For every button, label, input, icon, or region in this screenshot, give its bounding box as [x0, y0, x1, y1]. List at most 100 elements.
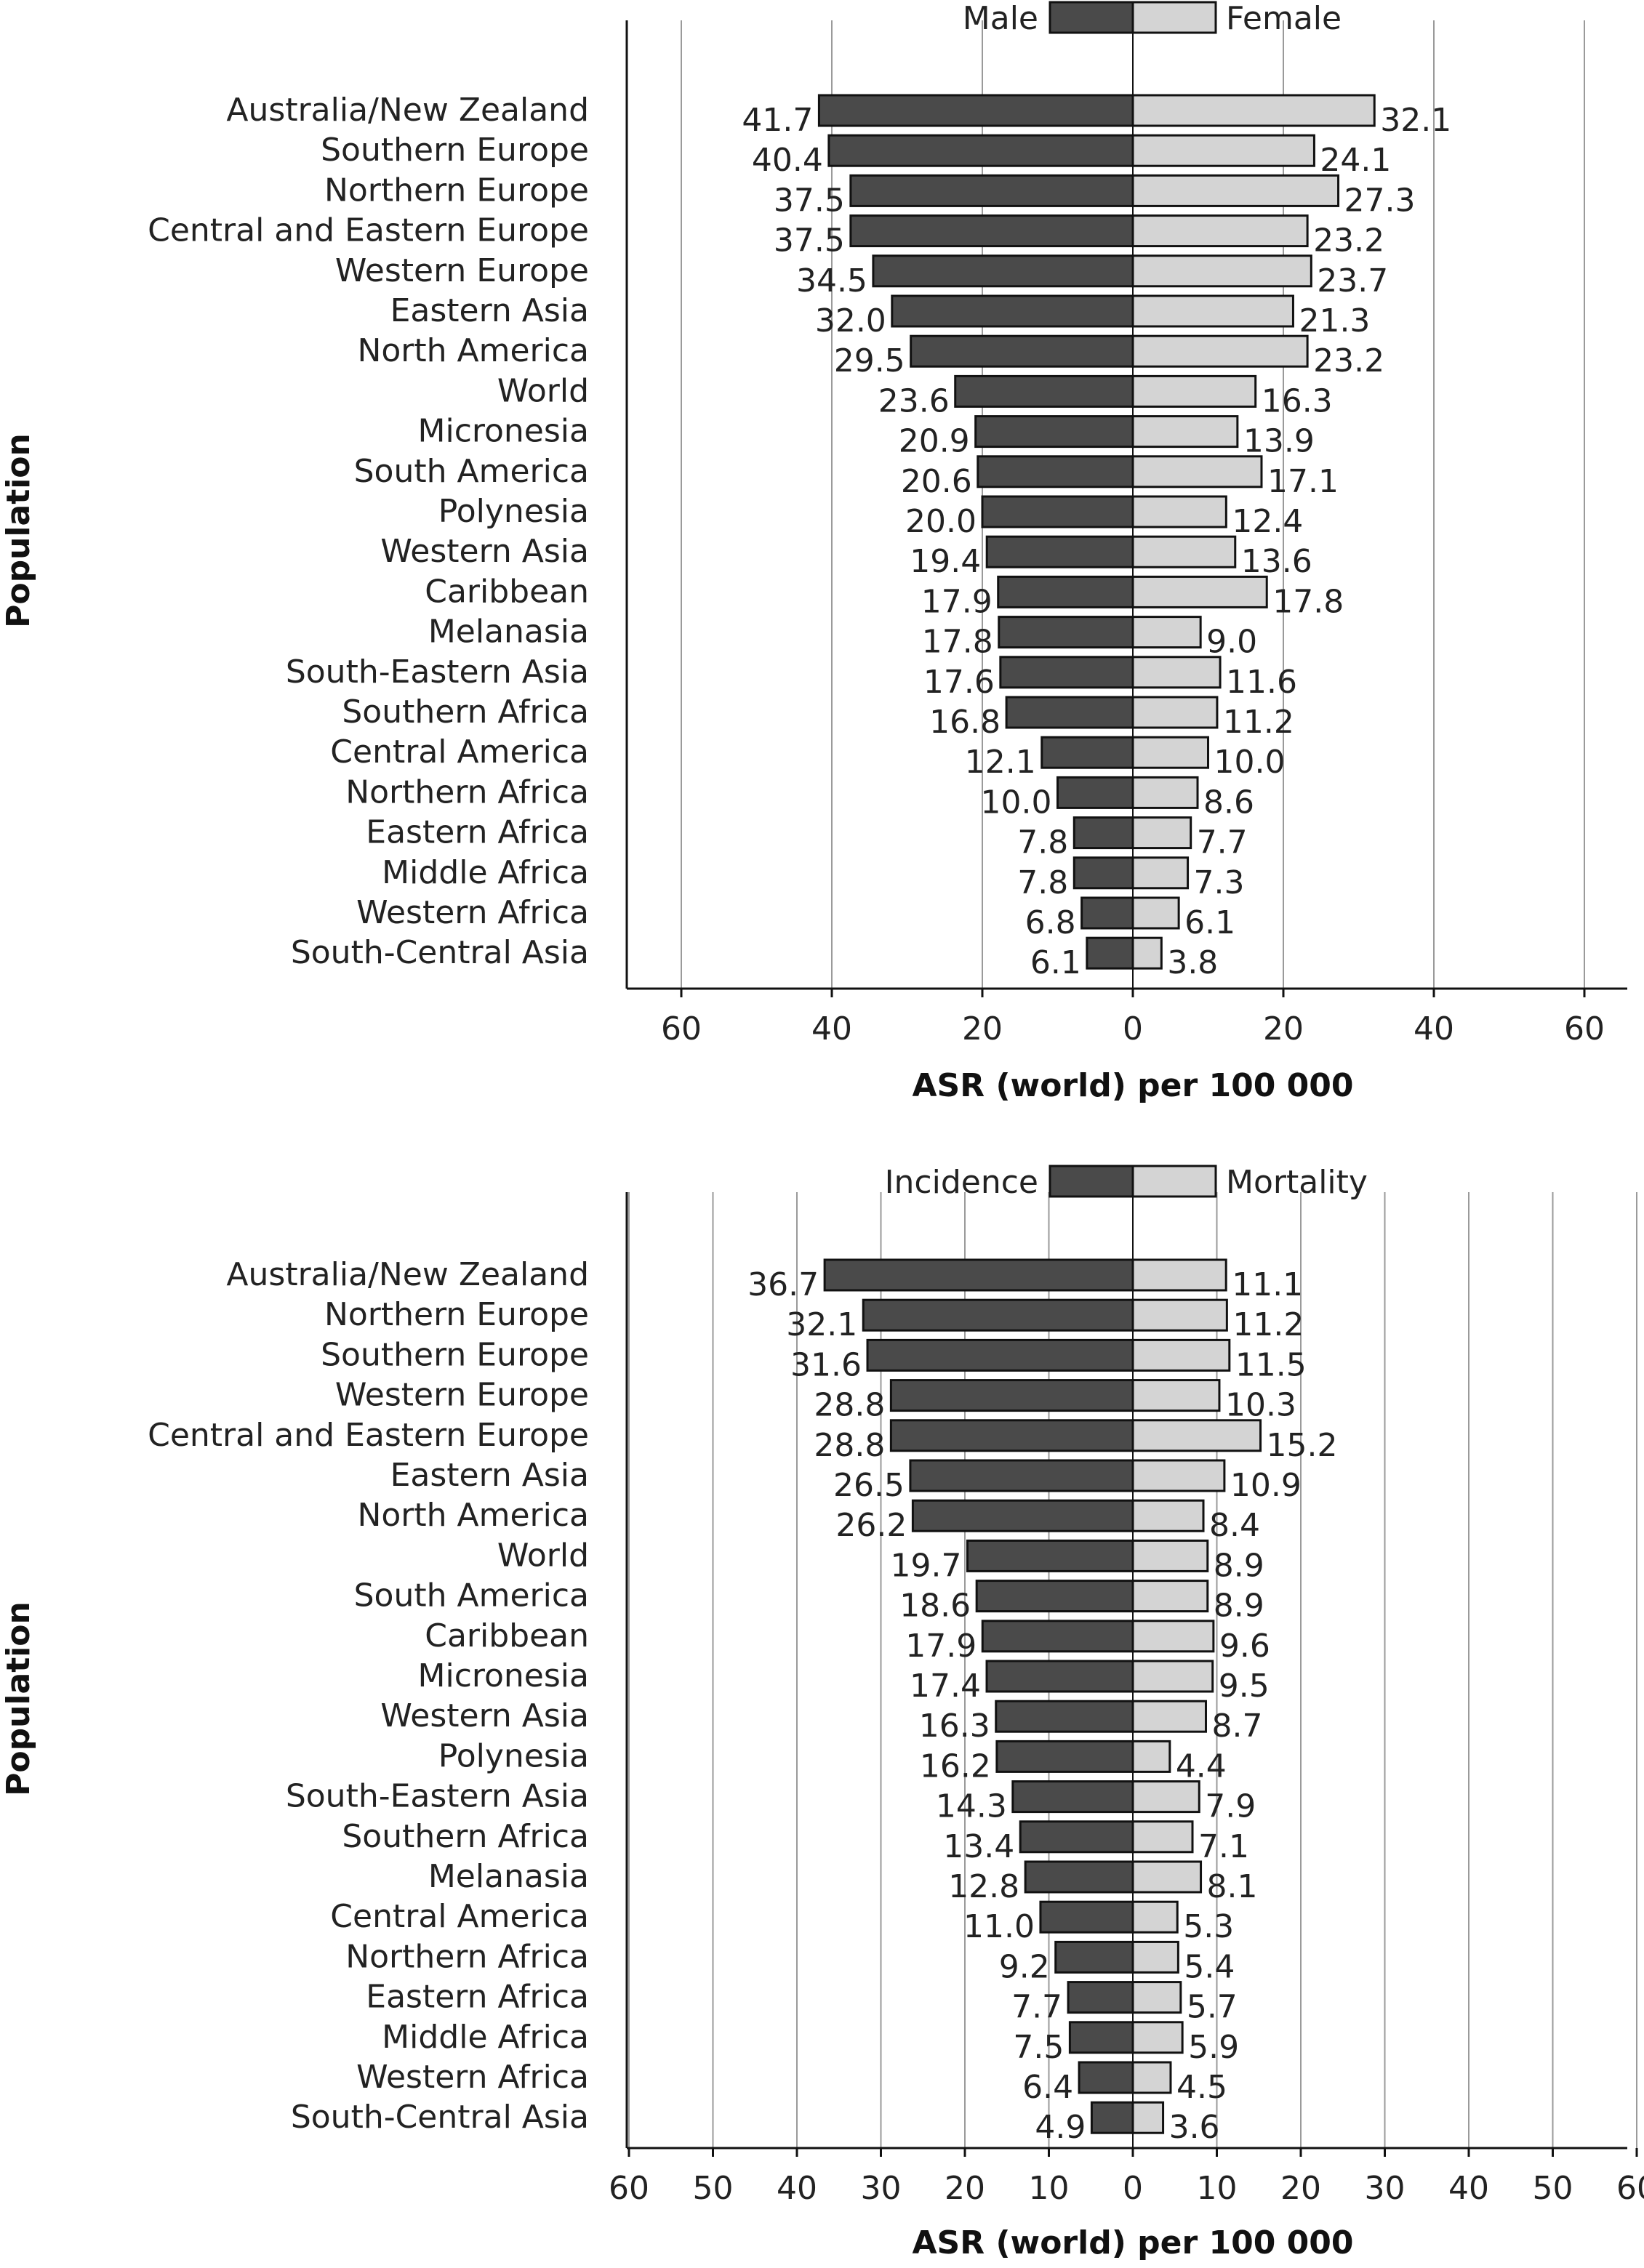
- bar-female: [1131, 374, 1257, 408]
- value-label-male: 17.8: [922, 624, 993, 661]
- legend-swatch-mortality: [1131, 1165, 1217, 1198]
- value-label-incidence: 16.3: [919, 1708, 990, 1745]
- bar-female: [1131, 455, 1263, 488]
- value-label-male: 29.5: [834, 342, 905, 379]
- bar-female: [1131, 294, 1294, 328]
- category-label: Northern Africa: [345, 773, 589, 811]
- category-label: Western Asia: [380, 1697, 589, 1734]
- bar-male: [1056, 776, 1134, 809]
- value-label-mortality: 3.6: [1169, 2109, 1220, 2146]
- value-label-mortality: 4.5: [1176, 2069, 1227, 2106]
- x-tick-label: 40: [811, 1010, 852, 1047]
- category-label: Micronesia: [418, 413, 590, 450]
- value-label-female: 16.3: [1262, 382, 1333, 419]
- bar-incidence: [995, 1700, 1134, 1733]
- value-label-female: 13.6: [1241, 543, 1312, 580]
- category-label: Southern Europe: [321, 132, 589, 169]
- value-label-incidence: 6.4: [1022, 2069, 1073, 2106]
- category-label: Southern Africa: [342, 1818, 589, 1855]
- value-label-mortality: 10.9: [1230, 1467, 1302, 1504]
- x-tick-label: 40: [777, 2170, 817, 2207]
- category-label: Western Asia: [380, 533, 589, 570]
- category-label: Middle Africa: [382, 854, 589, 891]
- category-label: Polynesia: [438, 1737, 589, 1774]
- value-label-incidence: 18.6: [899, 1588, 971, 1625]
- x-tick-label: 10: [1197, 2170, 1238, 2207]
- value-label-female: 12.4: [1232, 503, 1303, 540]
- legend-label-mortality: Mortality: [1226, 1164, 1368, 1201]
- legend-label-female: Female: [1226, 0, 1342, 37]
- category-label: South America: [354, 1577, 589, 1614]
- category-label: Eastern Africa: [366, 1979, 589, 2016]
- bar-incidence: [911, 1499, 1134, 1532]
- category-label: Southern Africa: [342, 693, 589, 731]
- value-label-male: 6.1: [1030, 944, 1081, 981]
- bar-incidence: [889, 1379, 1134, 1412]
- category-label: South America: [354, 453, 589, 490]
- bar-mortality: [1131, 1620, 1215, 1653]
- bar-male: [872, 254, 1134, 288]
- value-label-mortality: 5.4: [1184, 1948, 1235, 1985]
- x-tick-label: 0: [1123, 2170, 1143, 2207]
- value-label-male: 37.5: [774, 182, 845, 219]
- bar-female: [1131, 334, 1309, 368]
- bar-incidence: [1011, 1780, 1134, 1814]
- bar-mortality: [1131, 1298, 1228, 1332]
- bar-male: [817, 94, 1134, 127]
- category-label: Eastern Africa: [366, 814, 589, 851]
- x-tick-label: 30: [1365, 2170, 1406, 2207]
- bar-incidence: [1090, 2101, 1134, 2134]
- bar-male: [977, 455, 1134, 488]
- bar-incidence: [981, 1620, 1134, 1653]
- category-label: South-Eastern Asia: [286, 1778, 589, 1815]
- category-label: Micronesia: [418, 1657, 590, 1694]
- bar-male: [1072, 856, 1134, 890]
- value-label-incidence: 7.7: [1011, 1989, 1062, 2026]
- bar-incidence: [1024, 1860, 1134, 1894]
- x-tick-label: 60: [1564, 1010, 1605, 1047]
- value-label-mortality: 8.4: [1209, 1507, 1260, 1544]
- value-label-male: 34.5: [796, 262, 867, 299]
- bar-female: [1131, 174, 1340, 207]
- x-tick-label: 20: [1263, 1010, 1304, 1047]
- category-label: World: [497, 1537, 589, 1574]
- legend-label-male: Male: [963, 0, 1038, 37]
- category-label: Central America: [330, 733, 589, 771]
- x-tick-label: 10: [1029, 2170, 1070, 2207]
- bar-incidence: [966, 1539, 1134, 1572]
- bar-incidence: [823, 1258, 1134, 1292]
- value-label-male: 6.8: [1025, 904, 1076, 941]
- value-label-female: 13.9: [1243, 423, 1315, 460]
- bar-female: [1131, 776, 1199, 809]
- bar-incidence: [1067, 1981, 1134, 2014]
- x-axis-title: ASR (world) per 100 000: [913, 2224, 1354, 2261]
- value-label-incidence: 4.9: [1035, 2109, 1086, 2146]
- x-axis-title: ASR (world) per 100 000: [913, 1067, 1354, 1104]
- category-label: World: [497, 372, 589, 409]
- x-tick-label: 60: [1616, 2170, 1644, 2207]
- bar-male: [827, 134, 1134, 167]
- bar-female: [1131, 816, 1192, 850]
- value-label-male: 23.6: [878, 382, 950, 419]
- value-label-mortality: 11.1: [1232, 1266, 1303, 1303]
- value-label-male: 20.0: [905, 503, 977, 540]
- value-label-female: 17.8: [1272, 583, 1344, 620]
- bar-female: [1131, 616, 1202, 649]
- value-label-incidence: 13.4: [943, 1828, 1014, 1865]
- x-tick-label: 50: [1533, 2170, 1573, 2207]
- bar-mortality: [1131, 1860, 1203, 1894]
- category-label: Melanasia: [428, 614, 589, 651]
- category-label: Southern Europe: [321, 1336, 589, 1373]
- value-label-mortality: 7.1: [1198, 1828, 1249, 1865]
- category-label: South-Central Asia: [291, 934, 589, 971]
- category-label: Western Europe: [335, 252, 589, 289]
- value-label-female: 6.1: [1184, 904, 1235, 941]
- bar-mortality: [1131, 1820, 1194, 1854]
- bar-male: [981, 495, 1134, 528]
- value-label-male: 12.1: [965, 744, 1036, 781]
- category-label: North America: [357, 1497, 589, 1534]
- category-label: Eastern Asia: [390, 292, 589, 329]
- value-label-female: 27.3: [1344, 182, 1416, 219]
- category-label: North America: [357, 332, 589, 369]
- chart-male-female: 60 40 20 0 20 40 60 Australia/New Zealand 41.7 32…: [0, 0, 1627, 1104]
